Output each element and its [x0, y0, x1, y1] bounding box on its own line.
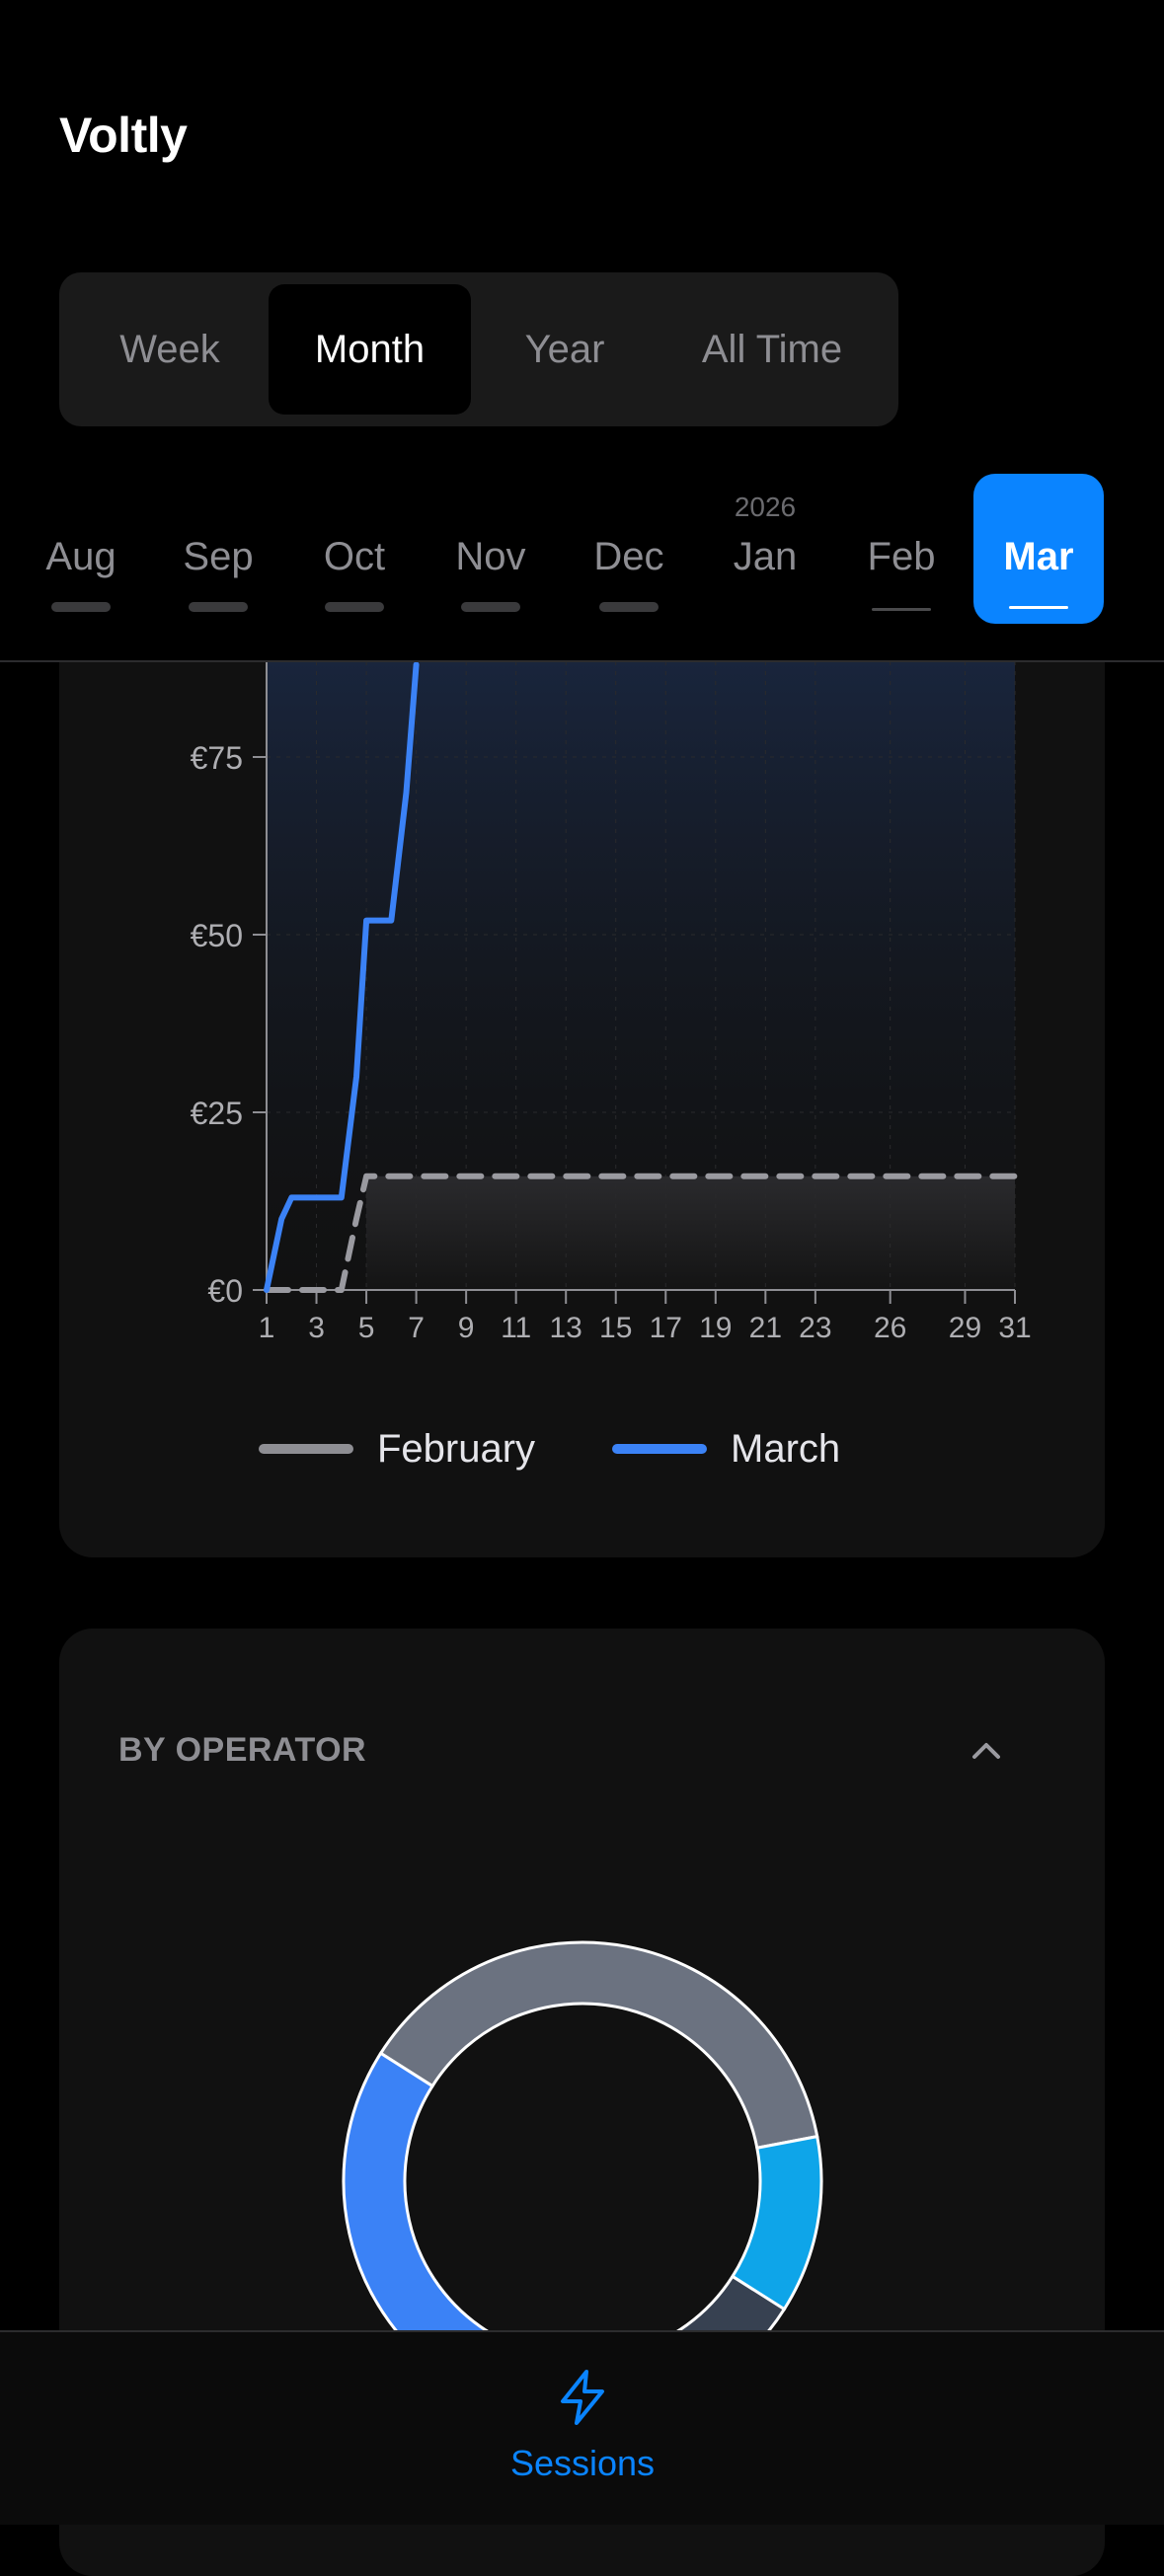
month-sep-indicator	[189, 602, 248, 612]
x-tick-label: 31	[998, 1312, 1031, 1344]
legend-swatch-march	[612, 1444, 707, 1454]
month-dec-indicator	[599, 602, 659, 612]
header-divider	[0, 660, 1164, 662]
donut-segment[interactable]	[381, 1942, 817, 2148]
x-tick-label: 9	[458, 1312, 475, 1344]
month-aug-indicator	[51, 602, 111, 612]
y-tick-label: €25	[191, 1096, 243, 1131]
month-selector: Aug Sep Oct Nov Dec 2026 Jan Feb Mar	[0, 464, 1164, 661]
month-nov[interactable]: Nov	[426, 464, 556, 622]
period-segmented-control-overlay: Week Month Year All Time	[59, 272, 898, 426]
tab-all-time-label[interactable]: All Time	[659, 284, 886, 415]
month-sep[interactable]: Sep	[153, 464, 283, 622]
month-oct-label: Oct	[289, 535, 420, 579]
month-aug[interactable]: Aug	[16, 464, 146, 622]
app-title-overlay: Voltly	[59, 107, 187, 164]
month-aug-label: Aug	[16, 535, 146, 579]
x-tick-label: 7	[408, 1312, 425, 1344]
month-mar-indicator	[1009, 606, 1068, 609]
month-feb[interactable]: Feb	[836, 464, 967, 622]
tab-month-label[interactable]: Month	[269, 284, 471, 415]
y-tick-label: €0	[207, 1273, 243, 1309]
chart-legend: February March	[0, 1419, 1164, 1478]
month-sep-label: Sep	[153, 535, 283, 579]
x-tick-label: 15	[599, 1312, 632, 1344]
x-tick-label: 11	[501, 1312, 531, 1344]
month-jan-label: Jan	[700, 535, 830, 579]
tab-sessions-label: Sessions	[484, 2443, 681, 2484]
lightning-icon	[553, 2368, 612, 2427]
month-feb-label: Feb	[836, 535, 967, 579]
tab-week-label[interactable]: Week	[71, 284, 269, 415]
legend-label-march: March	[731, 1427, 840, 1472]
x-tick-label: 1	[259, 1312, 275, 1344]
month-mar-label: Mar	[973, 535, 1104, 579]
x-tick-label: 19	[699, 1312, 732, 1344]
legend-label-february: February	[377, 1427, 535, 1472]
legend-item-march: March	[612, 1419, 840, 1478]
x-tick-label: 26	[874, 1312, 906, 1344]
x-tick-label: 29	[949, 1312, 981, 1344]
month-oct-indicator	[325, 602, 384, 612]
x-tick-label: 13	[550, 1312, 582, 1344]
month-nov-indicator	[461, 602, 520, 612]
x-tick-label: 21	[749, 1312, 782, 1344]
february-area-fill	[366, 1176, 1015, 1290]
month-nov-label: Nov	[426, 535, 556, 579]
y-tick-label: €75	[191, 740, 243, 776]
x-tick-label: 17	[650, 1312, 682, 1344]
month-jan-year: 2026	[700, 492, 830, 523]
tab-sessions[interactable]: Sessions	[484, 2368, 681, 2496]
x-tick-label: 5	[358, 1312, 375, 1344]
x-tick-label: 3	[308, 1312, 325, 1344]
bottom-tab-bar: Sessions	[0, 2330, 1164, 2525]
month-feb-indicator	[872, 608, 931, 611]
x-tick-label: 23	[799, 1312, 831, 1344]
month-mar[interactable]: Mar	[973, 474, 1104, 624]
month-oct[interactable]: Oct	[289, 464, 420, 622]
month-dec-label: Dec	[564, 535, 694, 579]
month-jan[interactable]: 2026 Jan	[700, 464, 830, 622]
legend-item-february: February	[259, 1419, 535, 1478]
month-dec[interactable]: Dec	[564, 464, 694, 622]
legend-swatch-february	[259, 1444, 353, 1454]
y-tick-label: €50	[191, 918, 243, 953]
tab-year-label[interactable]: Year	[471, 284, 659, 415]
